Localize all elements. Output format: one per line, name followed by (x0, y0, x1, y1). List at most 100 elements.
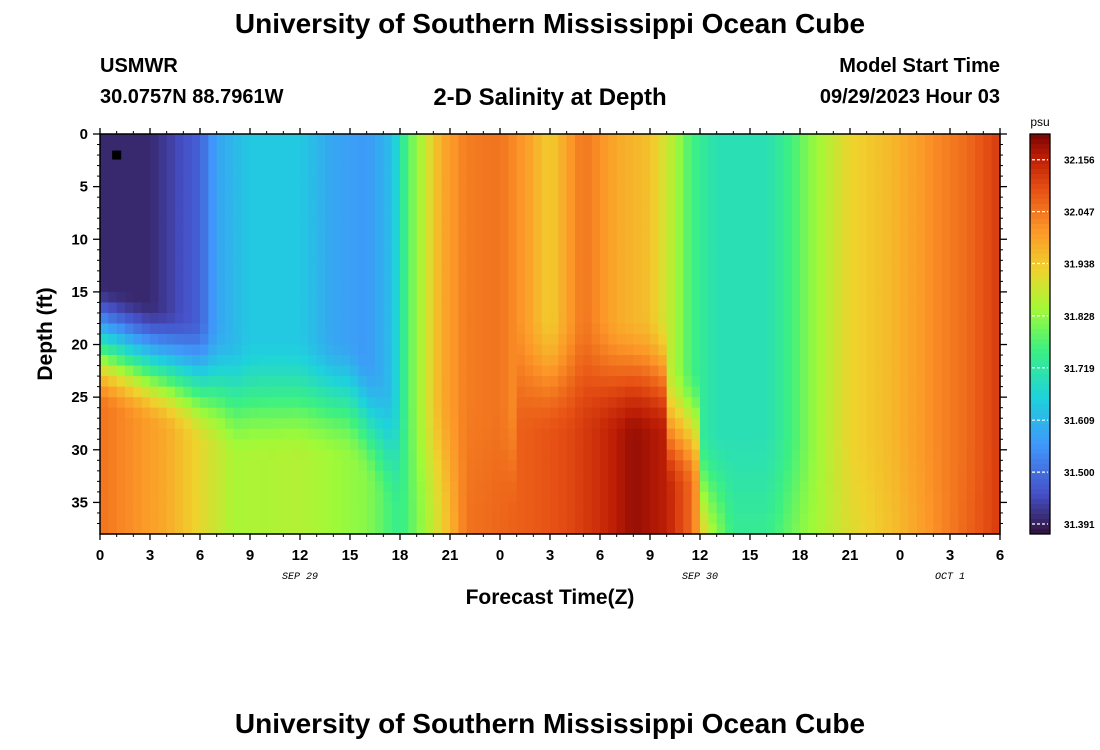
heatmap-cell (758, 186, 768, 198)
heatmap-cell (466, 418, 476, 430)
heatmap-cell (350, 218, 359, 230)
heatmap-cell (441, 470, 451, 482)
heatmap-cell (616, 302, 626, 314)
heatmap-cell (458, 239, 468, 251)
heatmap-cell (416, 376, 426, 388)
heatmap-cell (508, 428, 518, 440)
heatmap-cell (183, 439, 193, 451)
heatmap-cell (225, 291, 234, 304)
heatmap-cell (491, 155, 501, 167)
heatmap-cell (925, 449, 934, 461)
heatmap-cell (491, 197, 501, 209)
heatmap-cell (666, 512, 676, 525)
heatmap-cell (350, 470, 359, 482)
heatmap-cell (891, 502, 901, 514)
heatmap-cell (558, 428, 568, 440)
heatmap-cell (791, 523, 801, 535)
colorbar-segment (1030, 194, 1050, 200)
heatmap-cell (933, 165, 943, 177)
heatmap-cell (183, 334, 193, 346)
heatmap-cell (416, 397, 426, 409)
heatmap-cell (166, 512, 176, 525)
heatmap-cell (466, 460, 476, 472)
heatmap-cell (825, 376, 834, 388)
heatmap-cell (766, 239, 776, 251)
heatmap-cell (800, 249, 809, 261)
heatmap-cell (216, 312, 226, 325)
heatmap-cell (775, 207, 784, 219)
heatmap-cell (208, 376, 218, 388)
heatmap-cell (658, 176, 668, 188)
heatmap-cell (758, 418, 768, 430)
heatmap-cell (641, 207, 651, 219)
heatmap-cell (675, 155, 684, 167)
heatmap-cell (841, 376, 851, 388)
heatmap-cell (525, 165, 534, 177)
heatmap-cell (541, 355, 551, 367)
heatmap-cell (825, 165, 834, 177)
heatmap-cell (408, 334, 418, 346)
footer-title: University of Southern Mississippi Ocean… (234, 708, 866, 739)
heatmap-cell (125, 186, 134, 198)
heatmap-cell (108, 218, 118, 230)
heatmap-cell (683, 418, 693, 430)
heatmap-cell (175, 344, 184, 356)
heatmap-cell (475, 176, 484, 188)
heatmap-cell (750, 407, 759, 419)
heatmap-cell (241, 197, 251, 209)
heatmap-cell (250, 155, 259, 167)
heatmap-cell (350, 334, 359, 346)
x-tick-label: 9 (646, 547, 654, 564)
heatmap-cell (316, 418, 326, 430)
heatmap-cell (200, 270, 209, 282)
heatmap-cell (725, 323, 734, 335)
heatmap-cell (616, 144, 626, 156)
heatmap-cell (183, 323, 193, 335)
heatmap-cell (683, 491, 693, 504)
heatmap-cell (733, 144, 743, 156)
heatmap-cell (283, 428, 293, 440)
heatmap-cell (175, 302, 184, 314)
heatmap-cell (641, 218, 651, 230)
heatmap-cell (291, 312, 301, 325)
heatmap-cell (783, 186, 793, 198)
heatmap-cell (950, 165, 959, 177)
heatmap-cell (891, 407, 901, 419)
heatmap-cell (908, 491, 918, 504)
heatmap-cell (450, 249, 459, 261)
heatmap-cell (483, 481, 493, 493)
heatmap-cell (291, 197, 301, 209)
heatmap-cell (366, 523, 376, 535)
heatmap-cell (691, 344, 701, 356)
heatmap-cell (108, 249, 118, 261)
heatmap-cell (166, 407, 176, 419)
heatmap-cell (491, 291, 501, 304)
heatmap-cell (441, 523, 451, 535)
heatmap-cell (116, 470, 126, 482)
heatmap-cell (866, 134, 876, 146)
heatmap-cell (741, 218, 751, 230)
heatmap-cell (691, 376, 701, 388)
heatmap-cell (558, 302, 568, 314)
heatmap-cell (908, 291, 918, 304)
heatmap-cell (875, 418, 884, 430)
y-tick-label: 10 (71, 231, 88, 248)
heatmap-cell (950, 186, 959, 198)
heatmap-cell (516, 386, 526, 398)
heatmap-cell (975, 512, 984, 525)
heatmap-cell (858, 176, 868, 188)
heatmap-cell (733, 491, 743, 504)
heatmap-cell (325, 481, 334, 493)
heatmap-cell (591, 176, 601, 188)
heatmap-cell (391, 218, 401, 230)
heatmap-cell (208, 144, 218, 156)
heatmap-cell (258, 460, 268, 472)
colorbar-segment (1030, 214, 1050, 220)
heatmap-cell (450, 281, 459, 293)
heatmap-cell (533, 428, 543, 440)
heatmap-cell (116, 134, 126, 146)
heatmap-cell (491, 176, 501, 188)
heatmap-cell (825, 481, 834, 493)
heatmap-cell (441, 386, 451, 398)
